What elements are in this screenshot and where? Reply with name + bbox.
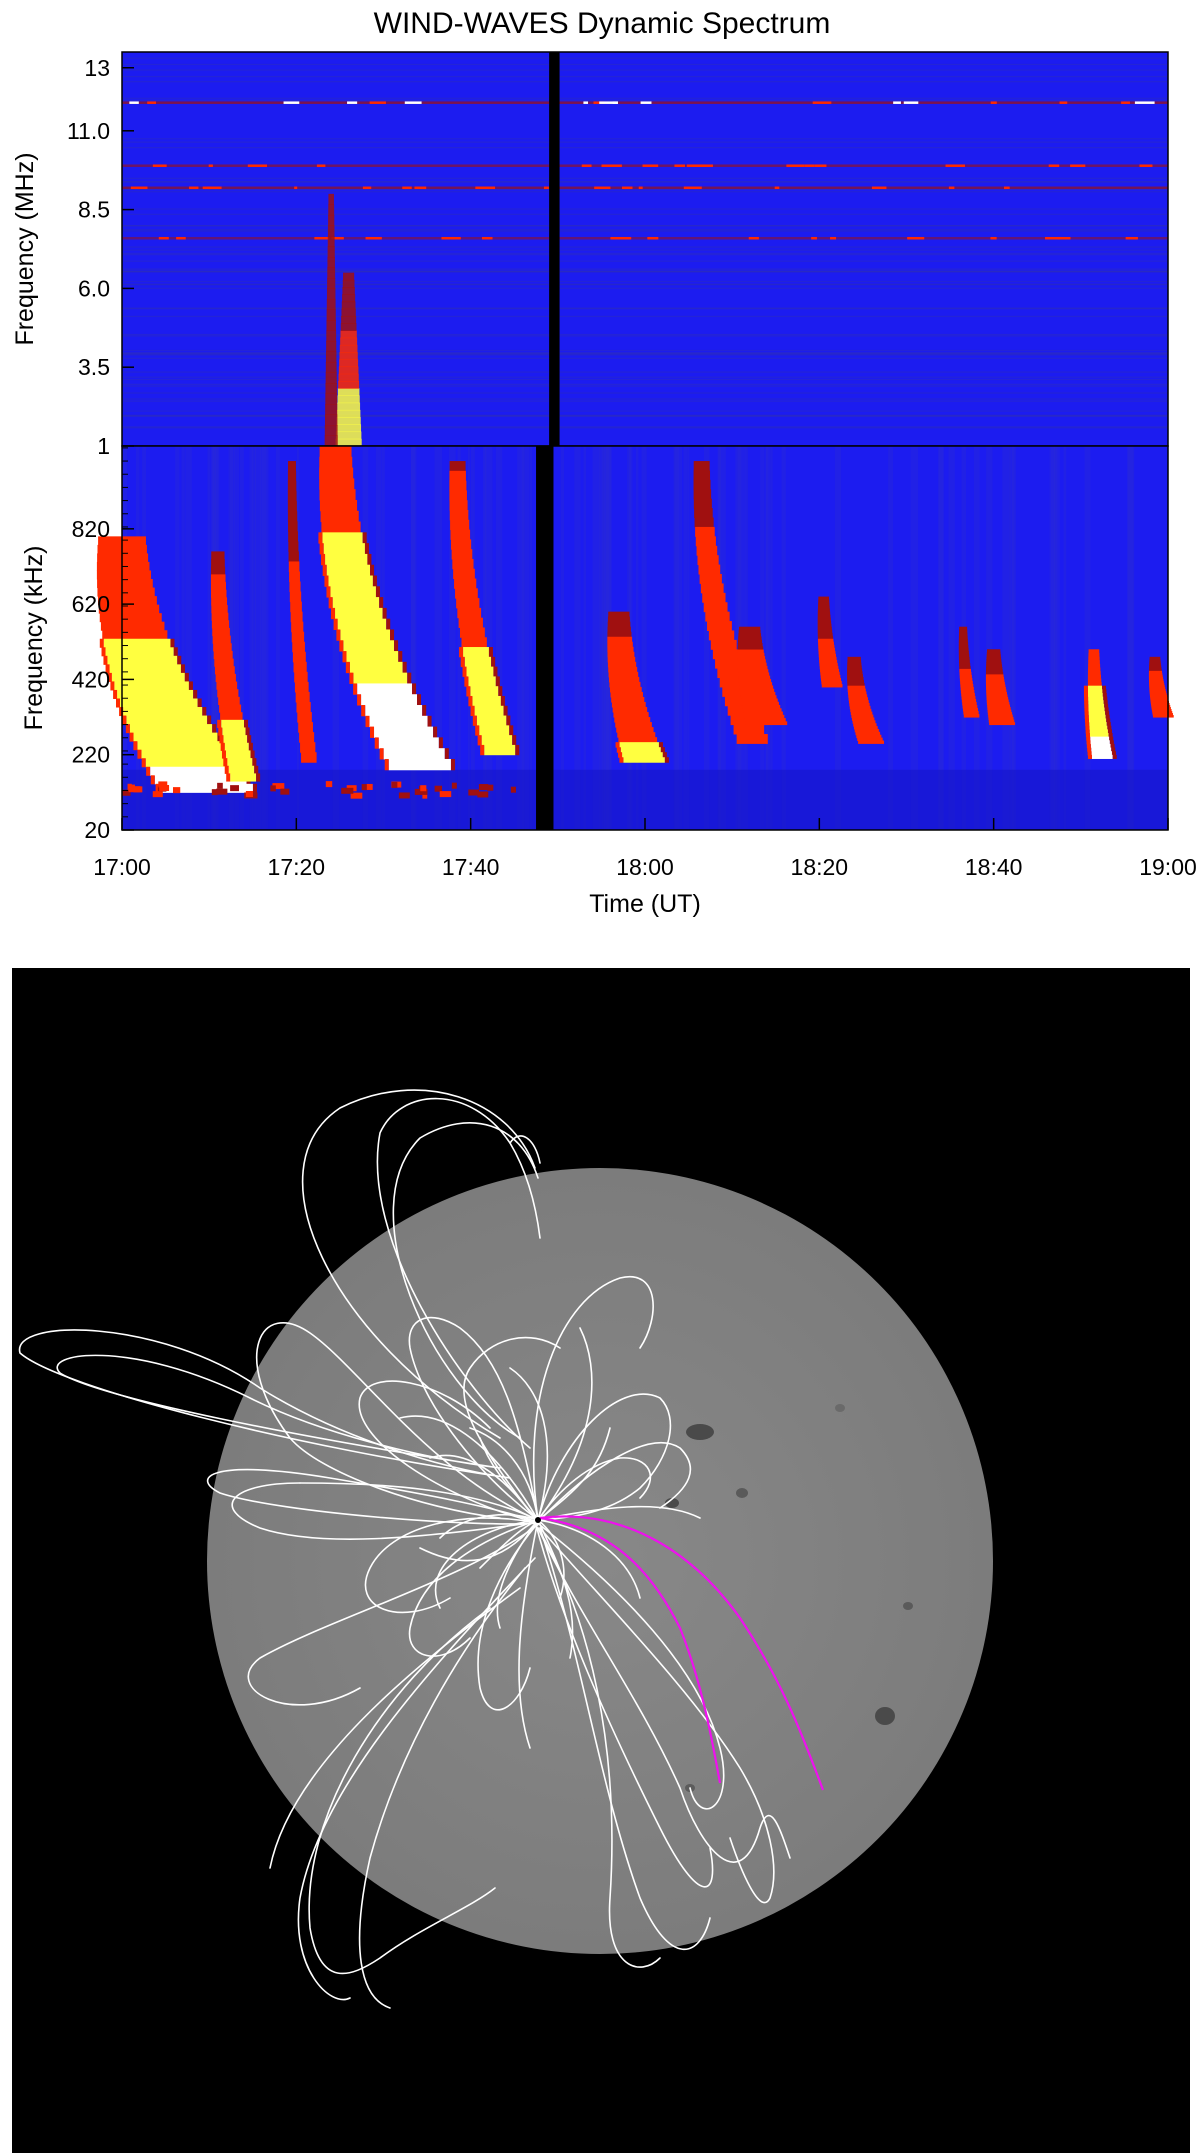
x-tick-label: 19:00 bbox=[1139, 854, 1197, 880]
spectrum-panel-khz bbox=[96, 445, 1174, 831]
footpoint-marker bbox=[535, 1517, 541, 1523]
burst-khz-10 bbox=[958, 626, 980, 718]
solar-magnetogram-image bbox=[12, 968, 1190, 2153]
burst-khz-1 bbox=[210, 551, 261, 782]
burst-khz-4 bbox=[449, 461, 520, 756]
x-tick-label: 17:20 bbox=[268, 854, 326, 880]
spectral-line-mhz-1 bbox=[122, 186, 1168, 190]
x-tick-label: 18:00 bbox=[616, 854, 674, 880]
solar-disk bbox=[207, 1168, 993, 1954]
burst-mhz-0 bbox=[335, 272, 362, 447]
burst-khz-9 bbox=[847, 656, 885, 744]
y-tick-label-khz: 420 bbox=[72, 666, 110, 692]
y-tick-label-mhz: 11.0 bbox=[67, 118, 110, 144]
dynamic-spectrum-chart: WIND-WAVES Dynamic Spectrum 13 11.0 8.5 6.0… bbox=[11, 7, 1197, 918]
sunspots bbox=[665, 1404, 913, 1792]
y-tick-label-khz: 620 bbox=[72, 591, 110, 617]
y-tick-label-mhz: 3.5 bbox=[78, 354, 110, 380]
x-tick-label: 17:00 bbox=[93, 854, 151, 880]
highlighted-field-lines bbox=[539, 1515, 825, 1791]
x-tick-label: 18:20 bbox=[791, 854, 849, 880]
y-tick-label-khz: 220 bbox=[72, 742, 110, 768]
spectrum-panel-mhz bbox=[121, 51, 1169, 447]
field-lines bbox=[18, 1089, 791, 2009]
y-tick-label-khz: 820 bbox=[72, 516, 110, 542]
y-axis-label-mhz: Frequency (MHz) bbox=[11, 152, 39, 345]
y-axis-label-khz: Frequency (kHz) bbox=[20, 546, 48, 731]
burst-khz-6 bbox=[693, 461, 768, 744]
y-tick-label-mhz: 13 bbox=[84, 55, 110, 81]
y-tick-label-mhz: 1 bbox=[97, 433, 110, 459]
spectral-line-mhz-3 bbox=[122, 236, 1168, 240]
burst-khz-2 bbox=[287, 461, 317, 763]
chart-title: WIND-WAVES Dynamic Spectrum bbox=[374, 7, 831, 40]
burst-khz-13 bbox=[1148, 656, 1174, 718]
x-tick-label: 18:40 bbox=[965, 854, 1023, 880]
y-tick-label-khz: 20 bbox=[84, 817, 110, 843]
burst-mhz-1 bbox=[324, 193, 338, 447]
panel-mhz-background bbox=[122, 52, 1168, 446]
burst-khz-11 bbox=[985, 649, 1016, 726]
y-tick-label-mhz: 8.5 bbox=[78, 197, 110, 223]
y-tick-label-mhz: 6.0 bbox=[78, 275, 110, 301]
data-gap-mhz bbox=[549, 52, 560, 446]
burst-khz-8 bbox=[817, 596, 843, 688]
burst-khz-12 bbox=[1083, 649, 1117, 759]
burst-khz-5 bbox=[607, 611, 669, 763]
low-frequency-band bbox=[122, 781, 516, 799]
burst-khz-7 bbox=[737, 626, 788, 726]
data-gap-khz bbox=[536, 446, 554, 830]
burst-khz-3 bbox=[318, 446, 455, 771]
x-tick-label: 17:40 bbox=[442, 854, 500, 880]
x-axis-label: Time (UT) bbox=[589, 890, 701, 918]
